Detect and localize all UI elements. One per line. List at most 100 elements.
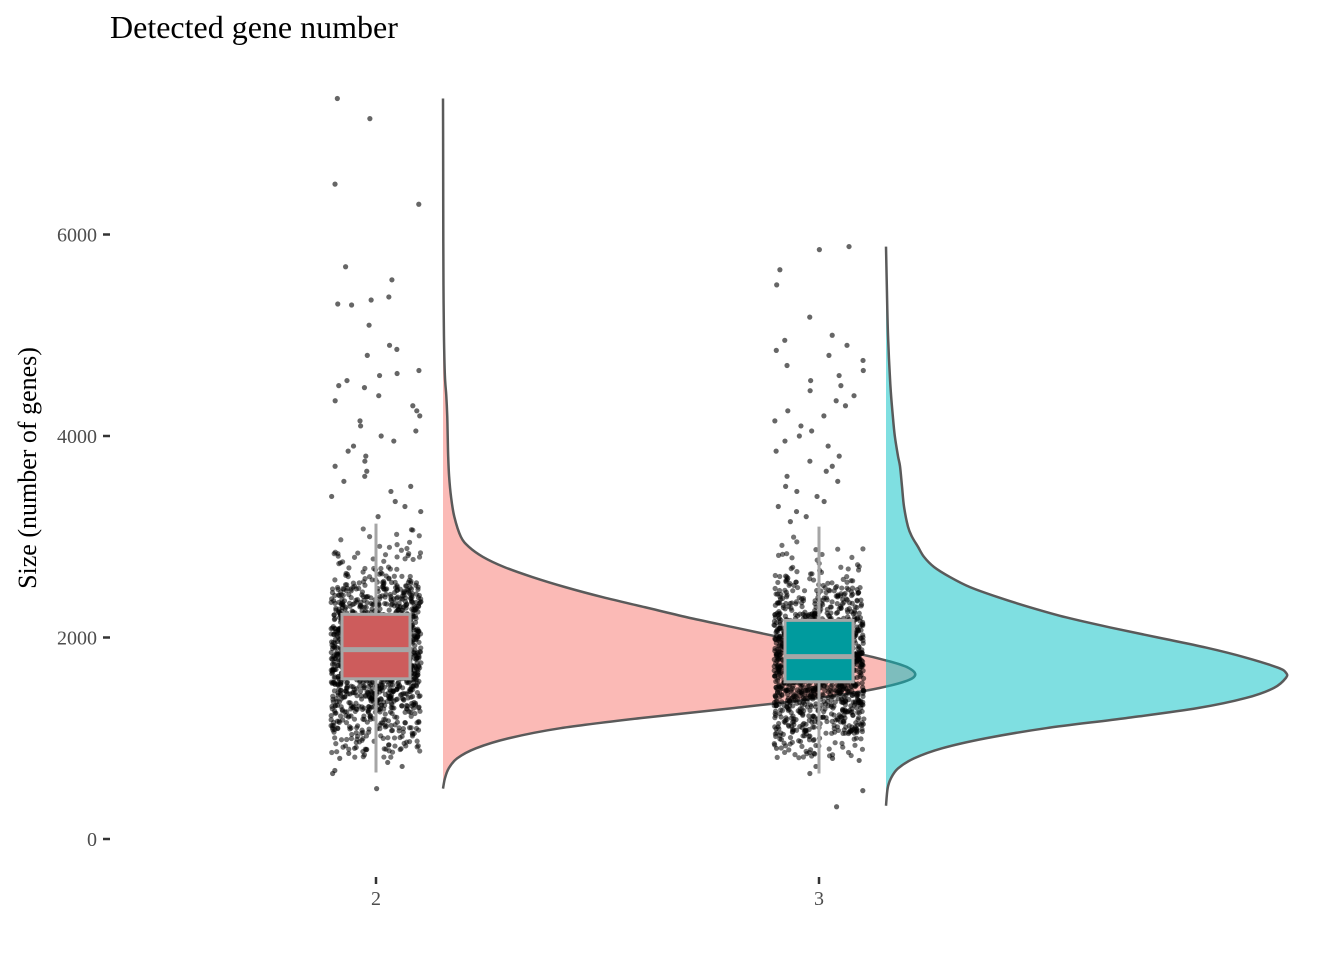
data-point <box>808 377 814 384</box>
data-point <box>386 607 392 613</box>
data-point <box>809 428 815 434</box>
data-point <box>381 684 387 690</box>
data-point <box>777 649 783 655</box>
data-point <box>381 716 387 723</box>
data-point <box>782 749 788 756</box>
density-outline <box>441 98 917 789</box>
data-point <box>787 734 794 741</box>
data-point <box>854 624 860 630</box>
data-point <box>857 584 863 591</box>
data-point <box>791 534 797 540</box>
data-point <box>332 398 338 404</box>
data-point <box>408 578 414 584</box>
data-point <box>807 314 813 320</box>
data-point <box>851 608 858 614</box>
data-point <box>330 770 336 777</box>
data-point <box>354 725 360 731</box>
data-point <box>358 693 364 699</box>
data-point <box>332 463 338 469</box>
data-point <box>850 699 856 705</box>
data-point <box>381 558 387 564</box>
data-point <box>855 690 861 696</box>
data-point <box>823 715 829 721</box>
data-point <box>825 580 831 586</box>
data-point <box>418 660 424 666</box>
data-point <box>331 616 338 623</box>
data-point <box>854 729 860 735</box>
data-point <box>846 606 853 612</box>
data-point <box>331 612 337 618</box>
data-point <box>394 531 400 537</box>
data-point <box>389 277 395 283</box>
data-point <box>344 689 350 695</box>
data-point <box>813 547 819 553</box>
data-point <box>402 503 408 510</box>
data-point <box>838 564 844 570</box>
data-point <box>387 591 393 598</box>
data-point <box>800 597 807 604</box>
data-point <box>807 458 813 464</box>
data-point <box>358 423 364 429</box>
data-point <box>386 576 392 582</box>
data-point <box>334 95 340 102</box>
data-point <box>771 667 777 674</box>
data-point <box>853 735 860 741</box>
data-point <box>345 448 351 454</box>
data-point <box>796 755 802 761</box>
data-point <box>377 543 383 549</box>
data-point <box>819 551 825 558</box>
data-point <box>348 586 354 592</box>
data-point <box>386 742 392 748</box>
data-point <box>346 750 352 756</box>
data-point <box>858 603 864 609</box>
data-point <box>790 588 796 594</box>
data-point <box>776 636 782 642</box>
data-point <box>810 737 816 743</box>
data-point <box>395 679 402 685</box>
data-point <box>412 619 419 626</box>
data-point <box>364 468 370 474</box>
data-point <box>859 680 865 686</box>
data-point <box>789 739 795 745</box>
data-point <box>837 719 844 725</box>
data-point <box>359 706 366 713</box>
data-point <box>330 699 336 705</box>
data-point <box>360 526 366 532</box>
data-point <box>414 738 420 744</box>
data-point <box>413 428 419 434</box>
data-point <box>846 696 852 703</box>
data-point <box>338 681 344 687</box>
data-point <box>828 697 834 703</box>
data-point <box>412 710 418 717</box>
data-point <box>332 643 338 649</box>
data-point <box>396 725 402 731</box>
data-point <box>796 738 802 744</box>
y-tick-label: 2000 <box>57 628 97 650</box>
data-point <box>386 544 393 550</box>
y-axis-title: Size (number of genes) <box>13 347 42 589</box>
data-point <box>352 754 358 760</box>
data-point <box>410 556 416 563</box>
data-point <box>352 708 358 715</box>
data-point <box>414 689 421 696</box>
data-point <box>352 583 358 589</box>
data-point <box>860 699 866 705</box>
data-point <box>775 552 782 558</box>
data-point <box>348 735 355 742</box>
data-point <box>783 589 789 595</box>
data-point <box>383 591 389 597</box>
data-point <box>332 710 338 716</box>
data-point <box>823 468 829 474</box>
data-point <box>783 483 789 489</box>
data-point <box>410 686 416 693</box>
data-point <box>415 705 422 711</box>
data-point <box>816 247 822 253</box>
data-point <box>790 683 796 689</box>
data-point <box>856 669 862 676</box>
data-point <box>785 408 791 414</box>
data-point <box>788 689 794 695</box>
data-point <box>386 342 393 348</box>
data-point <box>418 508 424 515</box>
data-point <box>774 282 780 288</box>
data-point <box>386 294 392 300</box>
